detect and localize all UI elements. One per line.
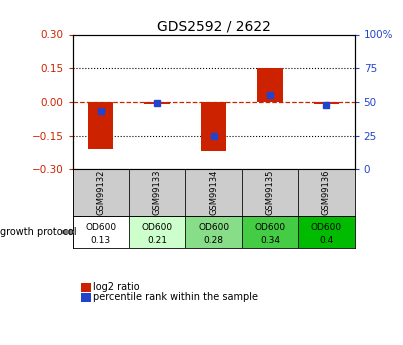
Bar [242,216,298,248]
Text: OD600: OD600 [311,223,342,231]
Text: OD600: OD600 [85,223,116,231]
Text: OD600: OD600 [198,223,229,231]
Bar [201,102,226,151]
Bar [298,216,355,248]
Text: growth protocol: growth protocol [0,227,77,237]
Bar [129,169,185,216]
Bar [185,169,242,216]
Bar [242,169,298,216]
Bar [314,102,339,104]
Bar [88,102,114,149]
Text: GSM99135: GSM99135 [266,170,274,215]
Bar [298,169,355,216]
Text: GSM99132: GSM99132 [96,170,105,215]
Bar [73,216,129,248]
Text: 0.13: 0.13 [91,236,111,245]
Text: 0.28: 0.28 [204,236,224,245]
Bar [129,216,185,248]
Bar [73,169,129,216]
Bar [144,102,170,104]
Bar [185,216,242,248]
Text: OD600: OD600 [254,223,286,231]
Text: 0.34: 0.34 [260,236,280,245]
Title: GDS2592 / 2622: GDS2592 / 2622 [157,19,270,33]
Text: OD600: OD600 [141,223,173,231]
Bar [257,68,283,102]
Text: GSM99133: GSM99133 [153,170,162,215]
Text: GSM99136: GSM99136 [322,170,331,215]
Text: percentile rank within the sample: percentile rank within the sample [93,293,258,302]
Text: 0.21: 0.21 [147,236,167,245]
Text: log2 ratio: log2 ratio [93,282,140,292]
Text: 0.4: 0.4 [319,236,334,245]
Text: GSM99134: GSM99134 [209,170,218,215]
